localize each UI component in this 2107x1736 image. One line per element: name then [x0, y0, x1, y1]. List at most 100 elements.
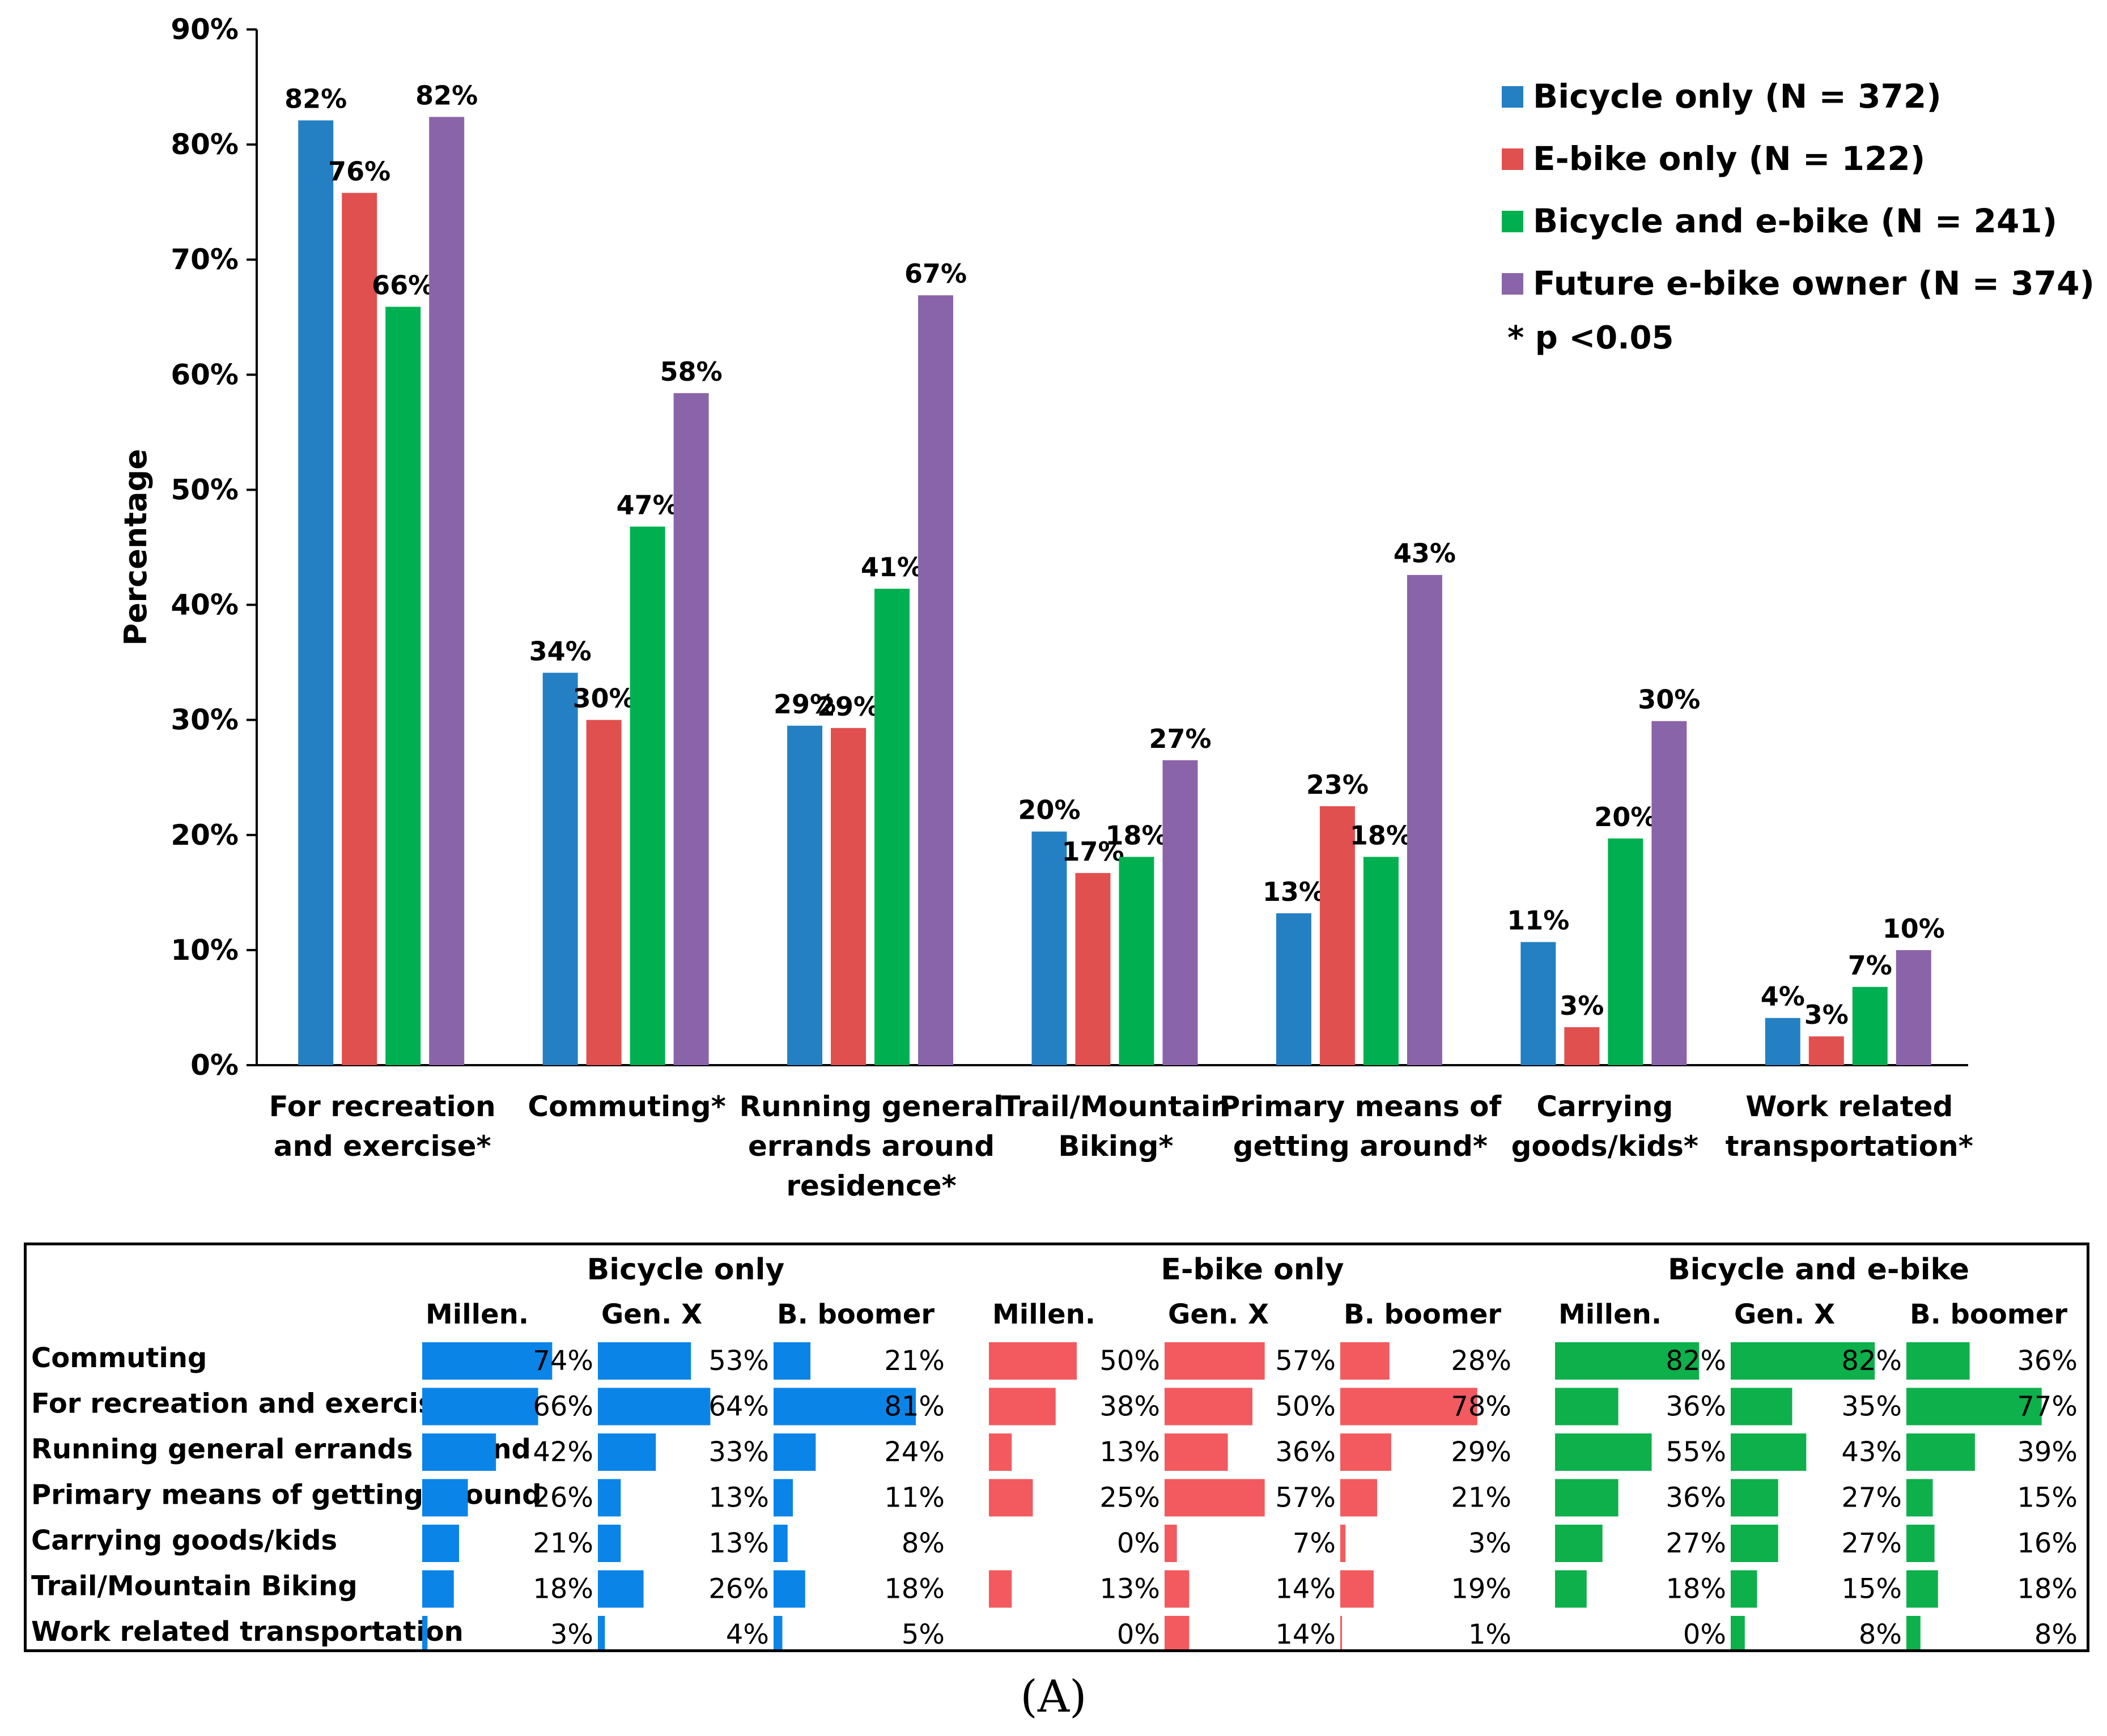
bar	[1808, 1036, 1844, 1065]
cell-value: 0%	[1117, 1619, 1160, 1649]
cell-value: 36%	[1275, 1436, 1336, 1468]
data-label: 27%	[1149, 724, 1211, 754]
row-label: Carrying goods/kids	[31, 1525, 337, 1556]
cell-value: 39%	[2017, 1436, 2078, 1468]
cell-value: 21%	[884, 1345, 945, 1377]
cell-value: 16%	[2017, 1527, 2078, 1559]
data-label: 66%	[372, 270, 434, 300]
cell-value: 57%	[1275, 1345, 1336, 1377]
subcolumn-header: Gen. X	[1168, 1299, 1269, 1330]
legend-swatch	[1502, 86, 1523, 108]
data-label: 76%	[328, 156, 390, 186]
x-category-label: residence*	[786, 1169, 956, 1202]
bar	[1276, 913, 1311, 1065]
data-bar	[422, 1525, 460, 1562]
cell-value: 18%	[2017, 1573, 2078, 1605]
data-bar	[774, 1479, 793, 1517]
x-category-label: transportation*	[1726, 1130, 1973, 1163]
data-bar	[1340, 1570, 1374, 1608]
cell-value: 26%	[708, 1573, 769, 1605]
data-bar	[422, 1479, 468, 1517]
data-bar	[598, 1616, 605, 1649]
subcolumn-header: Gen. X	[1734, 1299, 1835, 1330]
row-label: Commuting	[31, 1342, 207, 1374]
cell-value: 77%	[2017, 1391, 2078, 1423]
data-bar	[1906, 1479, 1933, 1517]
data-bar	[1731, 1342, 1875, 1380]
cell-value: 4%	[726, 1619, 769, 1649]
cell-value: 78%	[1451, 1391, 1511, 1423]
data-bar	[1165, 1388, 1252, 1426]
cell-value: 8%	[1859, 1619, 1902, 1649]
cell-value: 8%	[902, 1527, 945, 1559]
bar	[787, 725, 823, 1065]
cell-value: 25%	[1099, 1482, 1160, 1514]
data-bar	[774, 1388, 916, 1426]
cell-value: 1%	[1468, 1619, 1511, 1649]
data-bar	[1731, 1616, 1745, 1649]
data-bar	[1340, 1388, 1477, 1426]
data-bar	[598, 1388, 711, 1426]
data-bar	[1731, 1388, 1792, 1426]
cell-value: 14%	[1275, 1573, 1336, 1605]
y-tick-label: 40%	[171, 589, 239, 622]
data-bar	[774, 1616, 783, 1649]
generation-breakdown-table: Bicycle only Millen. Gen. X B. boomer E-bike…	[24, 1243, 2089, 1652]
bar	[1162, 760, 1198, 1065]
group-header: Bicycle and e-bike	[1668, 1253, 1969, 1287]
data-bar	[1165, 1616, 1190, 1649]
x-category-label: Work related	[1745, 1090, 1953, 1123]
data-bar	[989, 1388, 1056, 1426]
data-bar	[1165, 1479, 1265, 1517]
x-category-label: goods/kids*	[1511, 1130, 1698, 1163]
bar	[831, 727, 866, 1065]
x-category-label: getting around*	[1233, 1130, 1488, 1163]
x-category-label: Carrying	[1536, 1090, 1673, 1123]
legend-label: Bicycle and e-bike (N = 241)	[1533, 202, 2057, 240]
data-bar	[774, 1570, 805, 1608]
data-label: 10%	[1883, 913, 1945, 944]
bar	[1765, 1018, 1800, 1065]
data-bar	[1906, 1570, 1938, 1608]
data-bar	[1555, 1479, 1619, 1517]
x-category-label: Trail/Mountain	[1001, 1090, 1230, 1123]
data-label: 30%	[1638, 684, 1700, 715]
bar	[1031, 831, 1067, 1065]
subcolumn-header: B. boomer	[777, 1299, 934, 1330]
data-bar	[774, 1433, 816, 1471]
bar	[1363, 857, 1399, 1065]
data-bar	[774, 1525, 788, 1562]
bar	[1075, 873, 1111, 1065]
bar	[298, 120, 334, 1066]
legend-swatch	[1502, 273, 1523, 295]
data-bar	[1555, 1388, 1619, 1426]
cell-value: 81%	[884, 1391, 945, 1423]
subcolumn-header: B. boomer	[1344, 1299, 1501, 1330]
bar	[1319, 806, 1355, 1065]
x-category-label: Commuting*	[528, 1090, 725, 1123]
cell-value: 13%	[1099, 1573, 1160, 1605]
data-label: 20%	[1018, 795, 1080, 826]
data-bar	[1165, 1525, 1177, 1562]
data-label: 7%	[1848, 950, 1892, 981]
data-bar	[1340, 1479, 1378, 1517]
data-label: 29%	[817, 691, 880, 722]
x-category-label: For recreation	[269, 1090, 496, 1123]
data-bar	[1731, 1570, 1757, 1608]
cell-value: 82%	[1666, 1345, 1726, 1377]
subcolumn-header: Millen.	[1558, 1299, 1662, 1330]
data-label: 30%	[573, 683, 635, 714]
group-header: E-bike only	[1161, 1253, 1344, 1287]
y-tick-label: 0%	[190, 1049, 239, 1082]
legend-label: Bicycle only (N = 372)	[1533, 77, 1942, 116]
data-bar	[774, 1342, 811, 1380]
cell-value: 13%	[708, 1527, 769, 1559]
data-label: 17%	[1061, 836, 1124, 867]
cell-value: 14%	[1275, 1619, 1336, 1649]
cell-value: 8%	[2034, 1619, 2078, 1649]
cell-value: 82%	[1841, 1345, 1902, 1377]
legend-swatch	[1502, 148, 1523, 170]
cell-value: 28%	[1451, 1345, 1511, 1377]
data-bar	[989, 1570, 1012, 1608]
